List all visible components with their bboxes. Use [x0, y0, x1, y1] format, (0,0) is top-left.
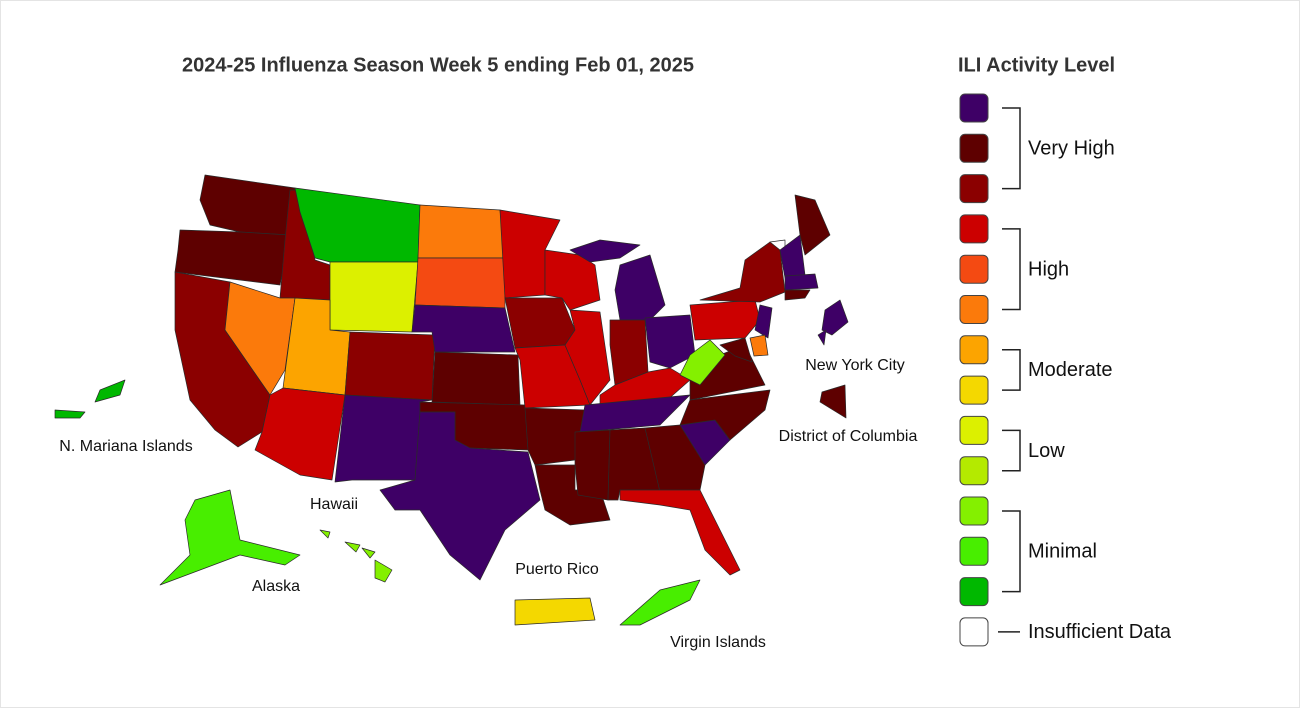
map — [54, 174, 849, 626]
legend-bracket — [1002, 429, 1021, 472]
legend-title: ILI Activity Level — [958, 54, 1115, 76]
map-region — [534, 464, 611, 526]
map-region — [679, 339, 726, 386]
map-region — [54, 409, 86, 419]
legend-bracket — [1002, 510, 1021, 593]
map-region — [224, 281, 296, 396]
map-region — [564, 309, 611, 406]
map-region — [784, 273, 819, 291]
map-region — [644, 424, 706, 493]
map-region — [514, 597, 596, 626]
legend-bracket — [1002, 228, 1021, 311]
map-region — [569, 239, 641, 263]
legend-bracket — [1002, 107, 1021, 190]
region-label: N. Mariana Islands — [59, 438, 192, 455]
legend: Very High High Moderate Low Minimal Insuffici… — [959, 93, 1172, 647]
legend-swatch — [959, 335, 989, 365]
map-region — [719, 337, 753, 363]
legend-bracket — [1002, 349, 1021, 391]
map-region — [619, 489, 741, 576]
map-region — [159, 489, 301, 586]
legend-group-label: Insufficient Data — [1028, 621, 1172, 643]
map-region — [749, 334, 769, 357]
legend-group-label: Moderate — [1028, 359, 1113, 381]
map-region — [379, 411, 541, 581]
map-region — [417, 204, 506, 259]
map-region — [504, 297, 576, 349]
legend-group-label: High — [1028, 258, 1069, 280]
map-region — [619, 579, 701, 626]
legend-swatch — [959, 577, 989, 607]
map-region — [94, 379, 126, 403]
map-region — [679, 389, 771, 441]
map-region — [817, 329, 827, 346]
map-region — [784, 289, 811, 301]
legend-swatch — [959, 254, 989, 284]
map-region — [374, 559, 393, 583]
region-label: New York City — [805, 357, 905, 374]
map-region — [414, 257, 506, 309]
region-label: Puerto Rico — [515, 561, 599, 578]
map-region — [794, 194, 831, 256]
legend-group-label: Minimal — [1028, 541, 1097, 563]
map-region — [344, 331, 436, 401]
map-region — [344, 541, 361, 553]
legend-swatch — [959, 536, 989, 566]
map-title: 2024-25 Influenza Season Week 5 ending F… — [182, 54, 694, 76]
region-label: Alaska — [252, 578, 300, 595]
legend-swatch — [959, 617, 989, 647]
map-region — [524, 407, 586, 466]
map-region — [174, 229, 291, 286]
region-label: District of Columbia — [779, 428, 918, 445]
map-region — [579, 394, 691, 433]
map-region — [254, 387, 346, 481]
map-region — [819, 384, 847, 419]
map-region — [754, 304, 773, 339]
legend-swatch — [959, 174, 989, 204]
legend-swatch — [959, 415, 989, 445]
legend-swatch — [959, 456, 989, 486]
legend-swatch — [959, 214, 989, 244]
map-region — [431, 351, 521, 406]
legend-swatch — [959, 295, 989, 324]
region-label: Virgin Islands — [670, 634, 766, 651]
map-region — [329, 261, 419, 333]
legend-swatch — [959, 496, 989, 526]
legend-swatch — [959, 93, 989, 123]
region-label: Hawaii — [310, 496, 358, 513]
legend-swatch — [959, 133, 989, 163]
legend-group-label: Very High — [1028, 138, 1115, 160]
map-region — [361, 547, 376, 559]
map-region — [644, 314, 696, 369]
map-region — [574, 429, 611, 501]
region-labels: N. Mariana Islands Hawaii Alaska Puerto Ric… — [59, 357, 917, 651]
map-region — [821, 299, 849, 336]
map-region — [319, 529, 331, 539]
legend-swatch — [959, 375, 989, 405]
legend-group-label: Low — [1028, 440, 1065, 462]
